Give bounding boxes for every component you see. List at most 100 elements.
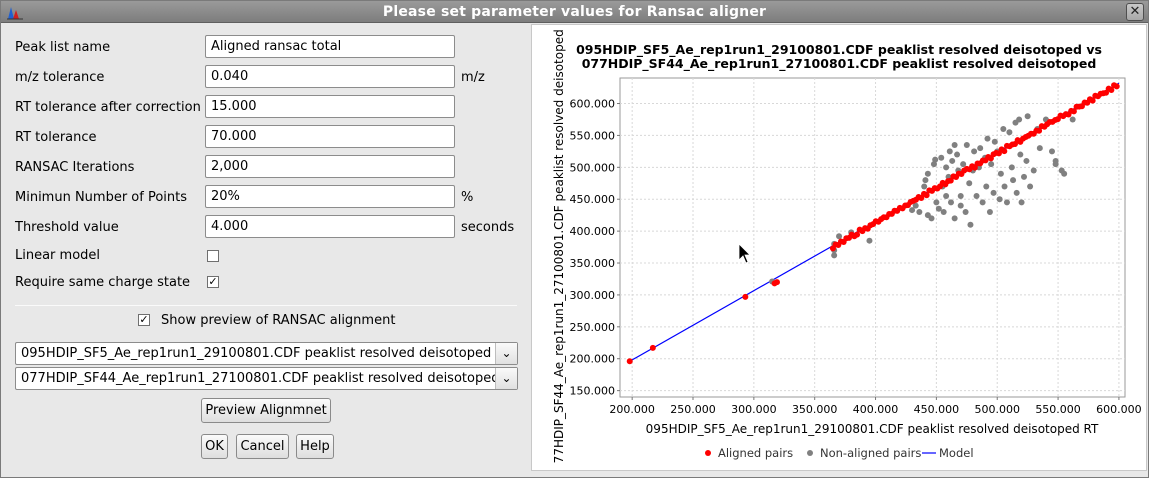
non-aligned-point [963,141,970,148]
legend: Aligned pairs Non-aligned pairs Model [705,446,974,460]
aligned-layer [626,82,1120,365]
ok-button[interactable]: OK [201,434,228,459]
non-aligned-point [866,237,873,244]
min-points-unit: % [461,190,474,205]
non-aligned-point [1003,199,1010,206]
rt-tolerance-input[interactable] [205,125,455,148]
non-aligned-point [951,141,958,148]
non-aligned-point [943,193,950,200]
non-aligned-point [1013,189,1020,196]
non-aligned-point [922,177,929,184]
non-aligned-point [1058,167,1065,174]
aligned-point [1070,108,1077,115]
aligned-point [1001,148,1008,155]
rt-tolerance-label: RT tolerance [15,130,97,145]
close-button[interactable]: ✕ [1126,3,1144,21]
ransac-iterations-input[interactable] [205,155,455,178]
non-aligned-point [909,207,916,214]
peaklist-combo-1[interactable]: 095HDIP_SF5_Ae_rep1run1_29100801.CDF pea… [15,342,518,365]
legend-swatch [807,450,813,456]
parameter-panel: Peak list name m/z tolerance m/z RT tole… [1,24,529,478]
non-aligned-point [933,199,940,206]
non-aligned-point [1036,145,1043,152]
mz-tolerance-input[interactable] [205,65,455,88]
x-tick-label: 200.000 [609,403,655,416]
show-preview-checkbox[interactable]: ✓ [138,313,150,326]
aligned-point [773,279,780,286]
title-bar[interactable]: Please set parameter values for Ransac a… [1,1,1148,23]
non-aligned-point [932,156,939,163]
aligned-point [742,293,749,300]
min-points-input[interactable] [205,185,455,208]
non-aligned-point [947,199,954,206]
non-aligned-point [977,145,984,152]
aligned-point [1108,87,1115,94]
non-aligned-point [1010,177,1017,184]
aligned-point [947,177,954,184]
help-button[interactable]: Help [296,434,334,459]
min-points-label: Minimun Number of Points [15,190,188,205]
mouse-cursor-icon [738,243,751,264]
non-aligned-point [971,148,978,155]
non-aligned-point [973,193,980,200]
linear-model-checkbox[interactable] [207,250,219,262]
non-aligned-point [949,157,956,164]
non-aligned-point [938,154,945,161]
aligned-point [626,358,633,365]
non-aligned-point [1024,113,1031,120]
chevron-down-icon[interactable]: ⌄ [495,343,517,364]
aligned-point [1113,83,1120,90]
non-aligned-point [967,221,974,228]
preview-alignment-button[interactable]: Preview Alignmnet [201,398,331,423]
y-axis-label: 77HDIP_SF44_Ae_rep1run1_27100801.CDF pea… [552,25,566,463]
threshold-input[interactable] [205,215,455,238]
non-aligned-point [831,252,838,259]
peak-list-name-input[interactable] [205,35,455,58]
non-aligned-point [1017,151,1024,158]
ransac-iterations-label: RANSAC Iterations [15,160,135,175]
y-tick-label: 600.000 [570,98,616,111]
non-aligned-point [921,183,928,190]
non-aligned-point [1023,157,1030,164]
non-aligned-point [1000,126,1007,133]
aligned-point [923,192,930,199]
rt-after-correction-label: RT tolerance after correction [15,100,201,115]
x-tick-label: 350.000 [792,403,838,416]
same-charge-checkbox[interactable]: ✓ [207,275,219,288]
non-aligned-layer [769,113,1076,285]
window-title: Please set parameter values for Ransac a… [382,4,767,20]
peaklist-combo-2[interactable]: 077HDIP_SF44_Ae_rep1run1_27100801.CDF pe… [15,367,518,390]
y-tick-label: 450.000 [570,193,616,206]
chevron-down-icon[interactable]: ⌄ [495,368,517,389]
show-preview-label: Show preview of RANSAC alignment [161,313,396,328]
legend-label: Aligned pairs [718,446,793,460]
axis-ticks: 200.000 250.000 300.000 350.000 400.000 450.0… [570,98,1142,416]
non-aligned-point [991,138,998,145]
threshold-unit: seconds [461,220,515,235]
non-aligned-point [966,180,973,187]
x-tick-label: 600.000 [1096,403,1142,416]
non-aligned-point [1030,167,1037,174]
linear-model-label: Linear model [15,248,101,263]
non-aligned-point [996,196,1003,203]
grid [620,78,1125,397]
combo-2-value: 077HDIP_SF44_Ae_rep1run1_27100801.CDF pe… [21,371,500,386]
separator [15,305,517,306]
x-axis-label: 095HDIP_SF5_Ae_rep1run1_29100801.CDF pea… [646,422,1099,436]
aligned-point [854,231,861,238]
legend-label: Model [939,446,974,460]
cancel-button[interactable]: Cancel [236,434,289,459]
mzmine-chart-icon [7,7,23,20]
non-aligned-point [1018,199,1025,206]
rt-after-correction-input[interactable] [205,95,455,118]
non-aligned-point [1016,116,1023,123]
non-aligned-point [836,233,843,240]
non-aligned-point [990,189,997,196]
ransac-preview-chart: 095HDIP_SF5_Ae_rep1run1_29100801.CDF pea… [531,24,1147,471]
non-aligned-point [979,199,986,206]
non-aligned-point [957,193,964,200]
threshold-label: Threshold value [15,220,119,235]
legend-label: Non-aligned pairs [820,446,921,460]
y-tick-label: 150.000 [570,385,616,398]
